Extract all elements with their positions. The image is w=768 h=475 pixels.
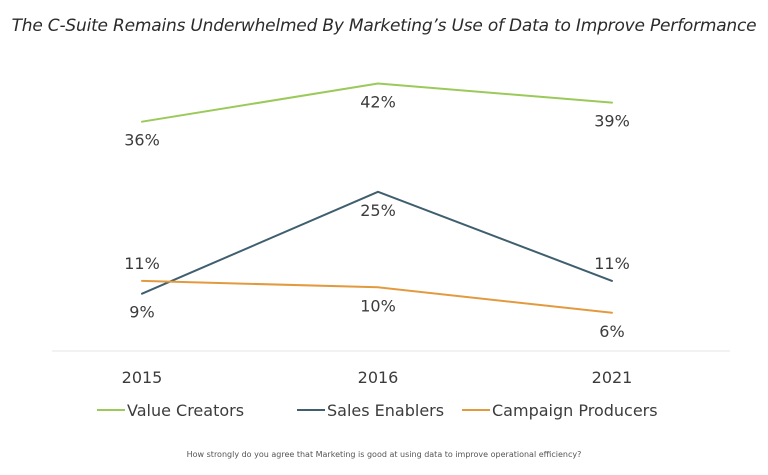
data-label-value-creators-2016: 42%: [360, 93, 396, 112]
x-tick-label-2021: 2021: [592, 368, 633, 387]
legend-label-value-creators: Value Creators: [127, 401, 244, 420]
data-label-value-creators-2015: 36%: [124, 131, 160, 150]
series-line-campaign-producers: [141, 279, 613, 314]
data-label-sales-enablers-2016: 25%: [360, 201, 396, 220]
data-label-sales-enablers-2015: 9%: [129, 303, 154, 322]
data-label-value-creators-2021: 39%: [594, 112, 630, 131]
series-line-sales-enablers: [141, 190, 613, 295]
data-label-campaign-producers-2015: 11%: [124, 254, 160, 273]
chart-title: The C-Suite Remains Underwhelmed By Mark…: [11, 16, 757, 36]
x-tick-label-2016: 2016: [358, 368, 399, 387]
data-label-sales-enablers-2021: 11%: [594, 254, 630, 273]
series-line-value-creators: [141, 82, 613, 123]
data-label-campaign-producers-2016: 10%: [360, 296, 396, 315]
data-label-campaign-producers-2021: 6%: [599, 322, 624, 341]
legend-label-sales-enablers: Sales Enablers: [327, 401, 444, 420]
x-tick-label-2015: 2015: [122, 368, 163, 387]
footnote: How strongly do you agree that Marketing…: [186, 450, 582, 459]
legend-label-campaign-producers: Campaign Producers: [492, 401, 658, 420]
